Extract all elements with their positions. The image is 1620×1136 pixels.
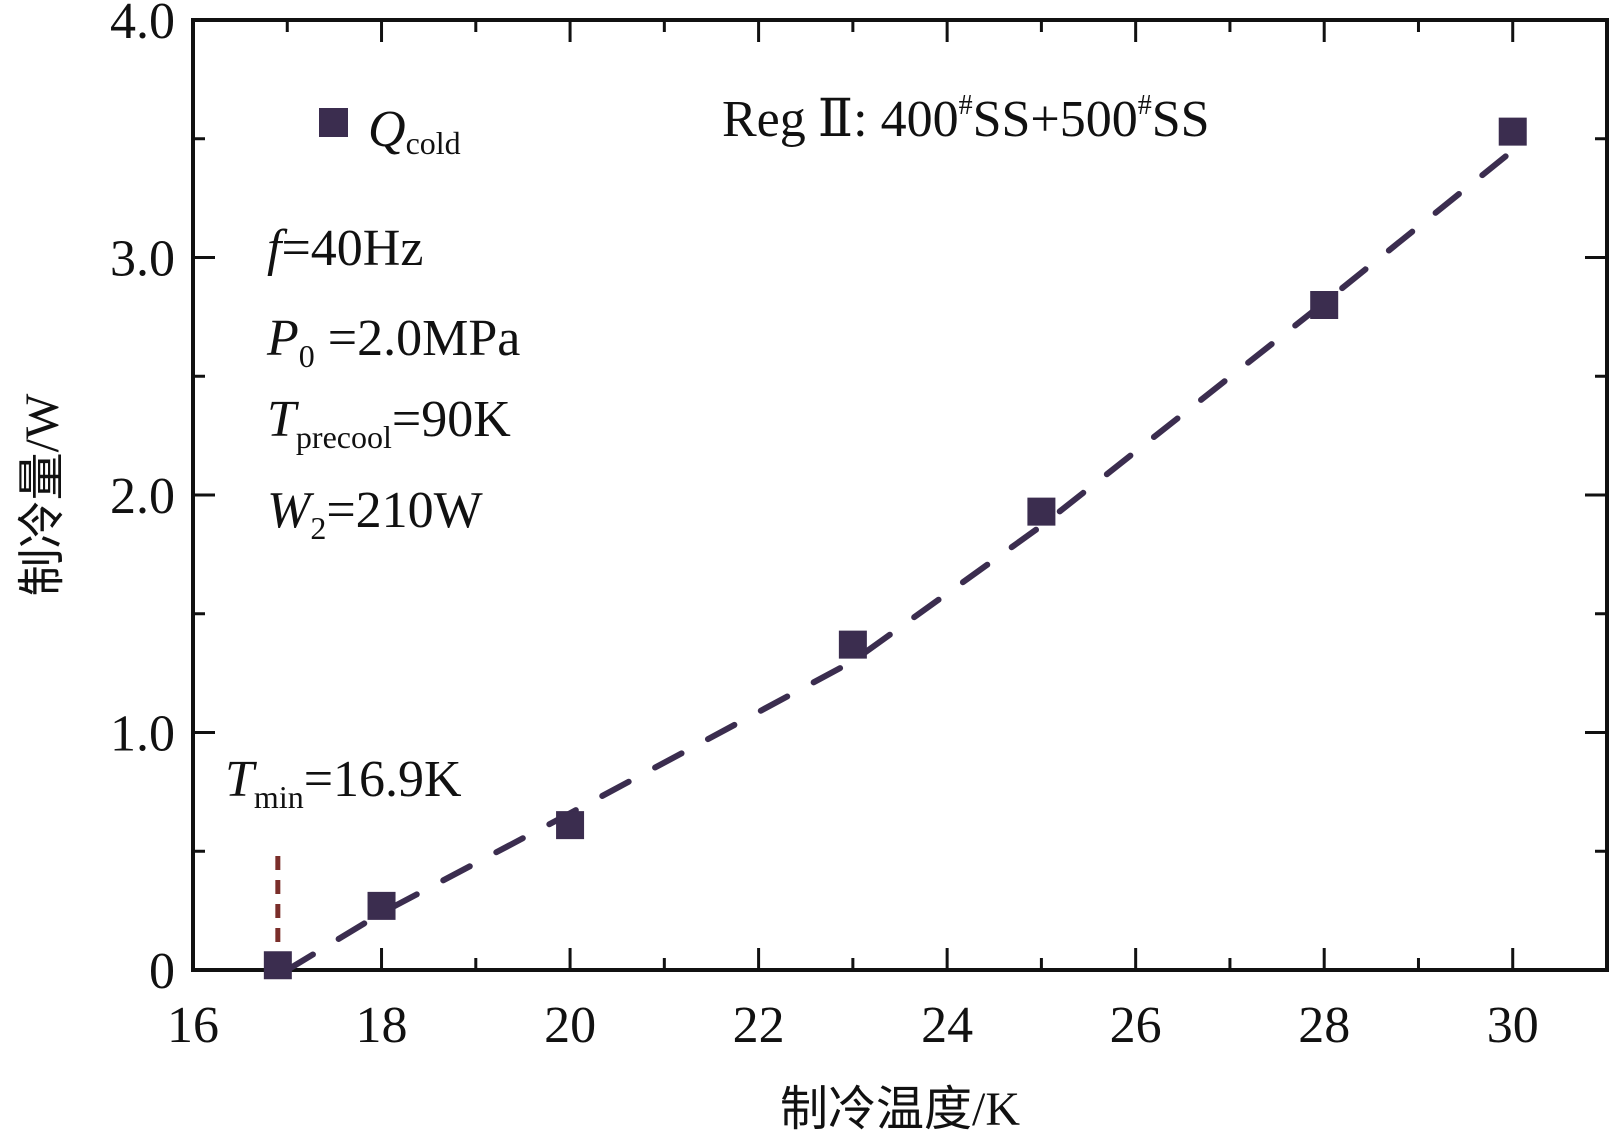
x-tick-label: 24 bbox=[921, 997, 973, 1054]
frequency-label: f=40Hz bbox=[267, 220, 423, 277]
trend-line-layer bbox=[284, 147, 1516, 973]
data-point bbox=[367, 891, 396, 920]
x-tick-label: 28 bbox=[1298, 997, 1350, 1054]
x-tick-label: 22 bbox=[733, 997, 785, 1054]
y-axis-title: 制冷量/W bbox=[16, 393, 69, 596]
data-point bbox=[263, 951, 292, 980]
x-tick-label: 26 bbox=[1110, 997, 1162, 1054]
data-point bbox=[556, 811, 585, 840]
data-point bbox=[1310, 291, 1339, 319]
data-point bbox=[1027, 497, 1056, 526]
legend-marker bbox=[319, 108, 348, 137]
data-point bbox=[838, 630, 867, 659]
y-tick-label: 3.0 bbox=[110, 231, 175, 288]
x-tick-label: 18 bbox=[356, 997, 408, 1054]
legend-label: Qcold bbox=[368, 101, 461, 161]
pressure-label: P0 =2.0MPa bbox=[266, 310, 520, 374]
y-tick-label: 0 bbox=[149, 943, 175, 1000]
precool-temperature-label: Tprecool=90K bbox=[267, 391, 511, 455]
axis-ticks bbox=[191, 18, 1607, 972]
x-tick-label: 16 bbox=[167, 997, 219, 1054]
axis-tick-labels: 16 18 20 22 24 26 28 30 0 1.0 2.0 3.0 4.0 bbox=[110, 0, 1539, 1054]
trend-line bbox=[284, 147, 1516, 973]
x-axis-title: 制冷温度/K bbox=[780, 1083, 1020, 1136]
work-input-label: W2=210W bbox=[267, 482, 483, 546]
data-points-layer bbox=[263, 117, 1527, 980]
regenerator-label: Reg Ⅱ: 400#SS+500#SS bbox=[722, 90, 1210, 148]
data-point bbox=[1498, 117, 1527, 146]
tmin-label: Tmin=16.9K bbox=[225, 751, 462, 815]
y-tick-label: 4.0 bbox=[110, 0, 175, 50]
y-tick-label: 1.0 bbox=[110, 706, 175, 763]
x-tick-label: 30 bbox=[1487, 997, 1539, 1054]
y-tick-label: 2.0 bbox=[110, 468, 175, 525]
x-tick-label: 20 bbox=[544, 997, 596, 1054]
